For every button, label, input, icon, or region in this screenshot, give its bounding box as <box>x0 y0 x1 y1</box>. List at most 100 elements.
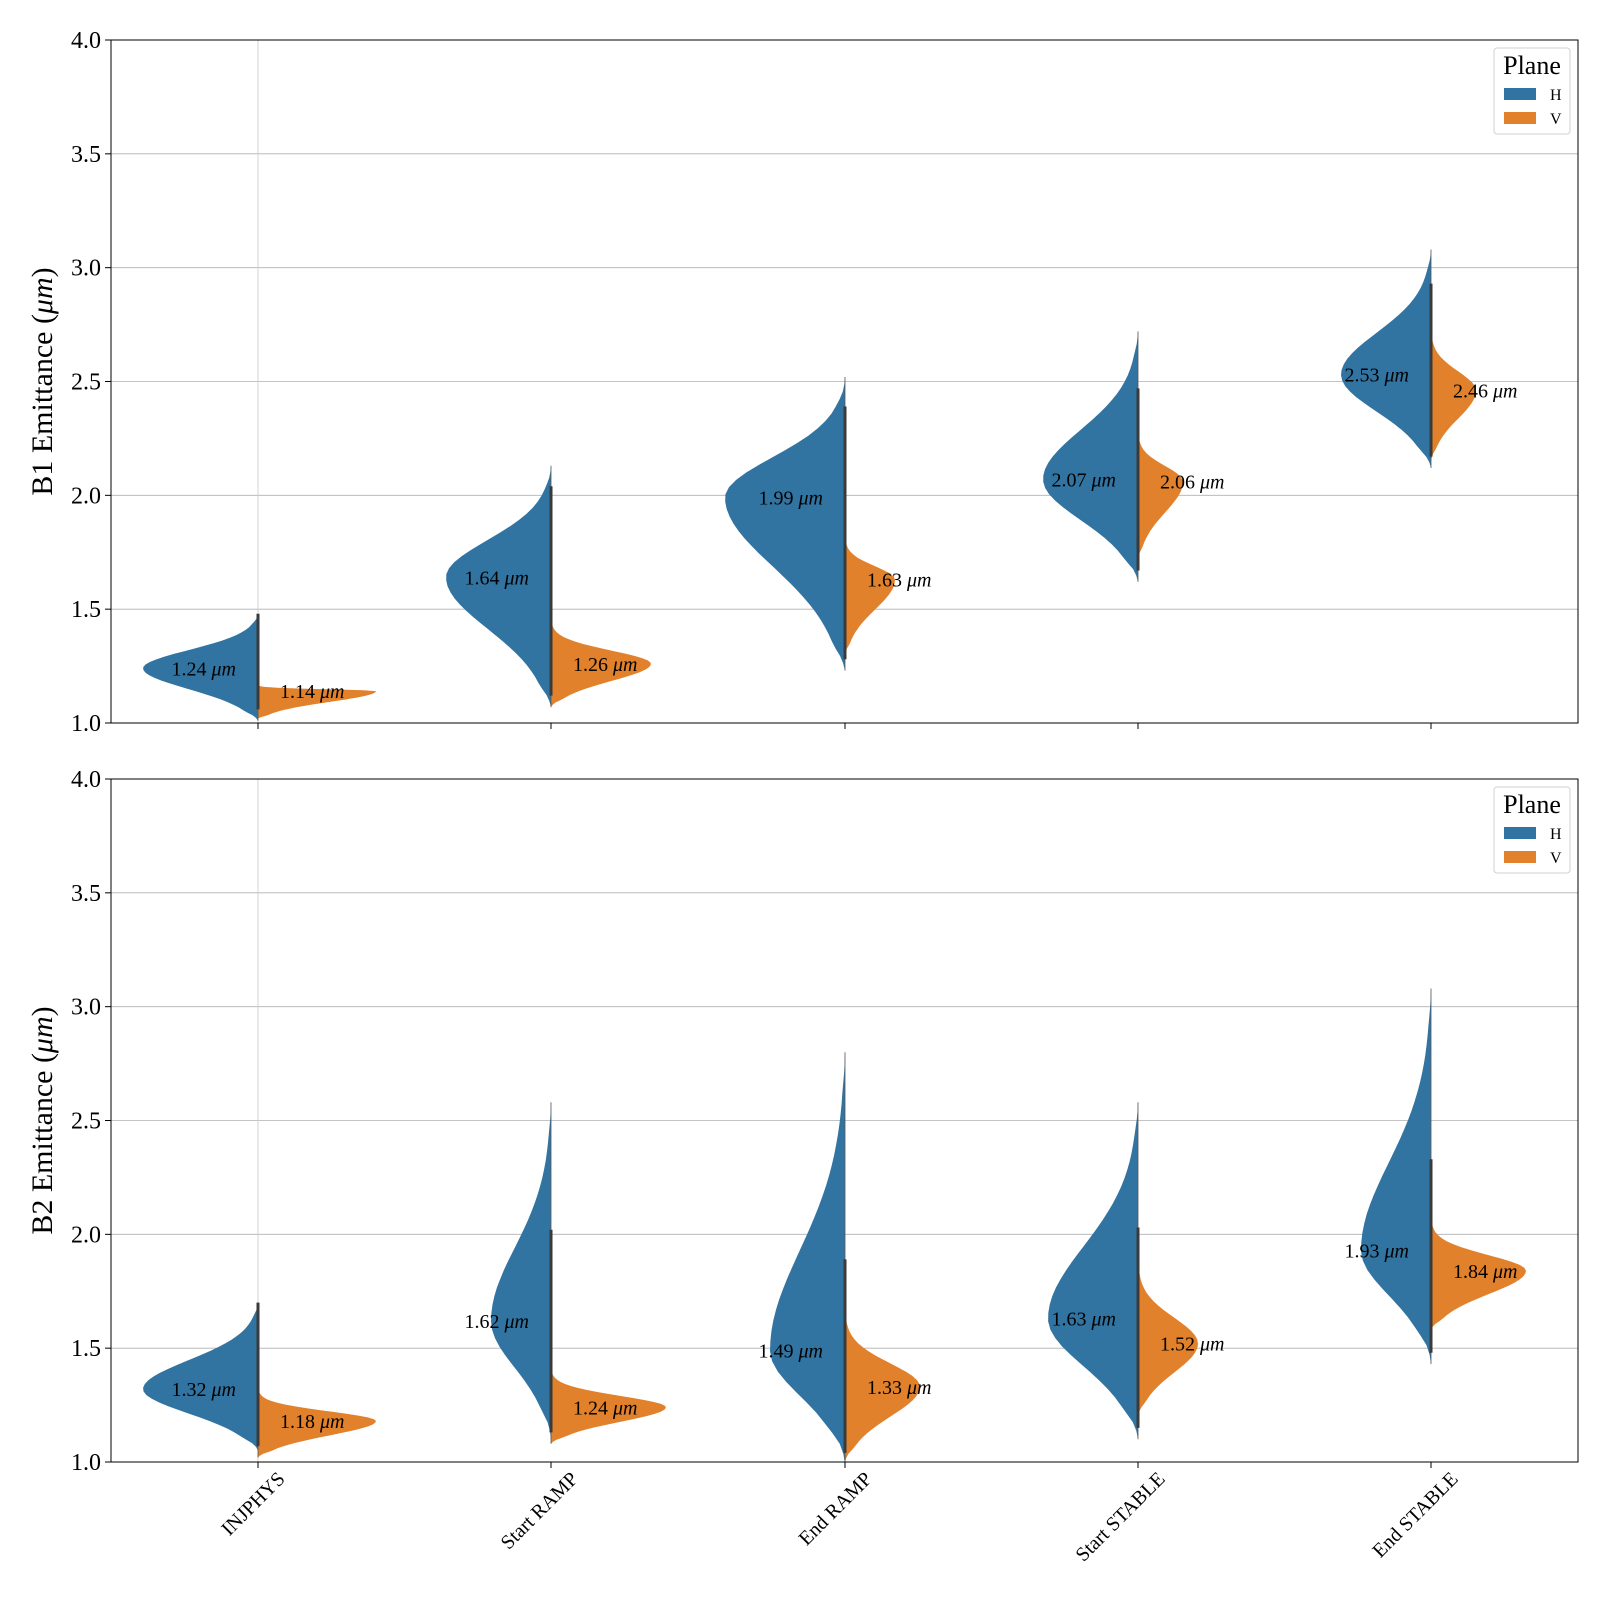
legend-swatch-H <box>1504 827 1536 839</box>
axes-frame <box>110 39 1579 724</box>
annotation-unit: μm <box>798 488 823 510</box>
violin-h-3 <box>1043 331 1138 582</box>
violin-v-0 <box>258 1384 376 1458</box>
y-axis-label: B2 Emittance (μm) <box>26 1006 59 1234</box>
violin-v-2 <box>845 529 895 655</box>
violin-h-2 <box>725 376 845 671</box>
y-axis-label-unit: μm <box>26 1016 59 1054</box>
annotation-unit: μm <box>612 654 637 676</box>
annotation-v-3: 2.06 μm <box>1160 472 1224 494</box>
violin-v-3 <box>1138 422 1183 560</box>
x-tick-label: Start RAMP <box>497 1468 583 1554</box>
annotation-unit: μm <box>211 658 236 680</box>
y-tick-label: 2.0 <box>71 483 101 509</box>
annotation-v-0: 1.18 μm <box>280 1411 344 1433</box>
annotation-v-0: 1.14 μm <box>280 681 344 703</box>
y-tick-label: 2.0 <box>71 1222 101 1248</box>
y-tick-label: 1.5 <box>71 597 101 623</box>
annotation-unit: μm <box>1384 1240 1409 1262</box>
annotation-h-3: 1.63 μm <box>1052 1309 1116 1331</box>
legend-label-H: H <box>1550 826 1562 843</box>
legend-swatch-V <box>1504 851 1536 863</box>
y-tick-label: 3.0 <box>71 995 101 1021</box>
annotation-unit: μm <box>319 1411 344 1433</box>
y-tick-label: 4.0 <box>71 28 101 54</box>
annotation-h-4: 2.53 μm <box>1345 365 1409 387</box>
annotation-unit: μm <box>504 1311 529 1333</box>
violin-h-3 <box>1048 1102 1138 1440</box>
annotation-unit: μm <box>612 1397 637 1419</box>
y-tick-label: 3.5 <box>71 881 101 907</box>
annotation-v-2: 1.63 μm <box>867 570 931 592</box>
panel-b2: 1.0 1.5 2.0 2.5 3.0 3.5 4.0 1.32 μm 1.18 μm INJPH… <box>26 767 1579 1566</box>
annotation-unit: μm <box>1492 381 1517 403</box>
x-tick-label: End RAMP <box>795 1468 877 1550</box>
annotation-v-4: 1.84 μm <box>1453 1261 1517 1283</box>
x-tick-label: INJPHYS <box>217 1468 289 1540</box>
y-axis-label: B1 Emittance (μm) <box>26 267 59 495</box>
annotation-h-2: 1.99 μm <box>759 488 823 510</box>
violin-h-2 <box>770 1052 845 1465</box>
legend-title: Plane <box>1503 51 1561 80</box>
violin-v-2 <box>845 1298 920 1462</box>
legend-swatch-H <box>1504 88 1536 100</box>
annotation-h-2: 1.49 μm <box>759 1340 823 1362</box>
legend-swatch-V <box>1504 112 1536 124</box>
violin-h-4 <box>1361 988 1431 1365</box>
annotation-v-1: 1.24 μm <box>573 1397 637 1419</box>
x-tick-label: Start STABLE <box>1071 1468 1169 1566</box>
y-tick-label: 3.0 <box>71 256 101 282</box>
x-tick-label: End STABLE <box>1368 1468 1462 1562</box>
annotation-h-1: 1.62 μm <box>465 1311 529 1333</box>
violin-v-3 <box>1138 1245 1198 1417</box>
y-tick-label: 1.5 <box>71 1336 101 1362</box>
y-tick-label: 1.0 <box>71 711 101 737</box>
y-tick-label: 3.5 <box>71 142 101 168</box>
annotation-unit: μm <box>798 1340 823 1362</box>
annotation-h-0: 1.32 μm <box>172 1379 236 1401</box>
annotation-unit: μm <box>504 567 529 589</box>
annotation-unit: μm <box>1091 469 1116 491</box>
violin-h-4 <box>1341 249 1431 469</box>
legend-label-V: V <box>1550 111 1562 128</box>
legend-label-H: H <box>1550 87 1562 104</box>
annotation-unit: μm <box>1091 1309 1116 1331</box>
violin-h-1 <box>446 465 551 708</box>
violin-v-1 <box>551 613 651 708</box>
y-tick-label: 2.5 <box>71 370 101 396</box>
legend: Plane HV <box>1493 786 1571 874</box>
annotation-unit: μm <box>1199 1334 1224 1356</box>
panel-b1: 1.0 1.5 2.0 2.5 3.0 3.5 4.0 1.24 μm 1.14 μm 1.64 … <box>26 28 1579 737</box>
y-axis-label-unit: μm <box>26 277 59 315</box>
legend: Plane HV <box>1493 47 1571 135</box>
y-tick-label: 1.0 <box>71 1450 101 1476</box>
annotation-h-3: 2.07 μm <box>1052 469 1116 491</box>
violin-h-1 <box>491 1102 551 1440</box>
violin-h-0 <box>143 613 258 721</box>
annotation-unit: μm <box>211 1379 236 1401</box>
annotation-h-4: 1.93 μm <box>1345 1240 1409 1262</box>
legend-label-V: V <box>1550 850 1562 867</box>
annotation-v-4: 2.46 μm <box>1453 381 1517 403</box>
violin-v-1 <box>551 1364 666 1444</box>
annotation-unit: μm <box>906 1377 931 1399</box>
annotation-v-3: 1.52 μm <box>1160 1334 1224 1356</box>
legend-title: Plane <box>1503 790 1561 819</box>
annotation-h-0: 1.24 μm <box>172 658 236 680</box>
annotation-v-1: 1.26 μm <box>573 654 637 676</box>
violin-h-0 <box>143 1302 258 1451</box>
violin-v-4 <box>1431 317 1476 462</box>
annotation-unit: μm <box>1492 1261 1517 1283</box>
annotation-unit: μm <box>906 570 931 592</box>
annotation-h-1: 1.64 μm <box>465 567 529 589</box>
annotation-unit: μm <box>1199 472 1224 494</box>
axes-frame <box>110 778 1579 1463</box>
violin-v-0 <box>258 684 376 719</box>
y-tick-label: 2.5 <box>71 1109 101 1135</box>
annotation-v-2: 1.33 μm <box>867 1377 931 1399</box>
y-tick-label: 4.0 <box>71 767 101 793</box>
annotation-unit: μm <box>319 681 344 703</box>
violin-v-4 <box>1431 1211 1526 1330</box>
annotation-unit: μm <box>1384 365 1409 387</box>
